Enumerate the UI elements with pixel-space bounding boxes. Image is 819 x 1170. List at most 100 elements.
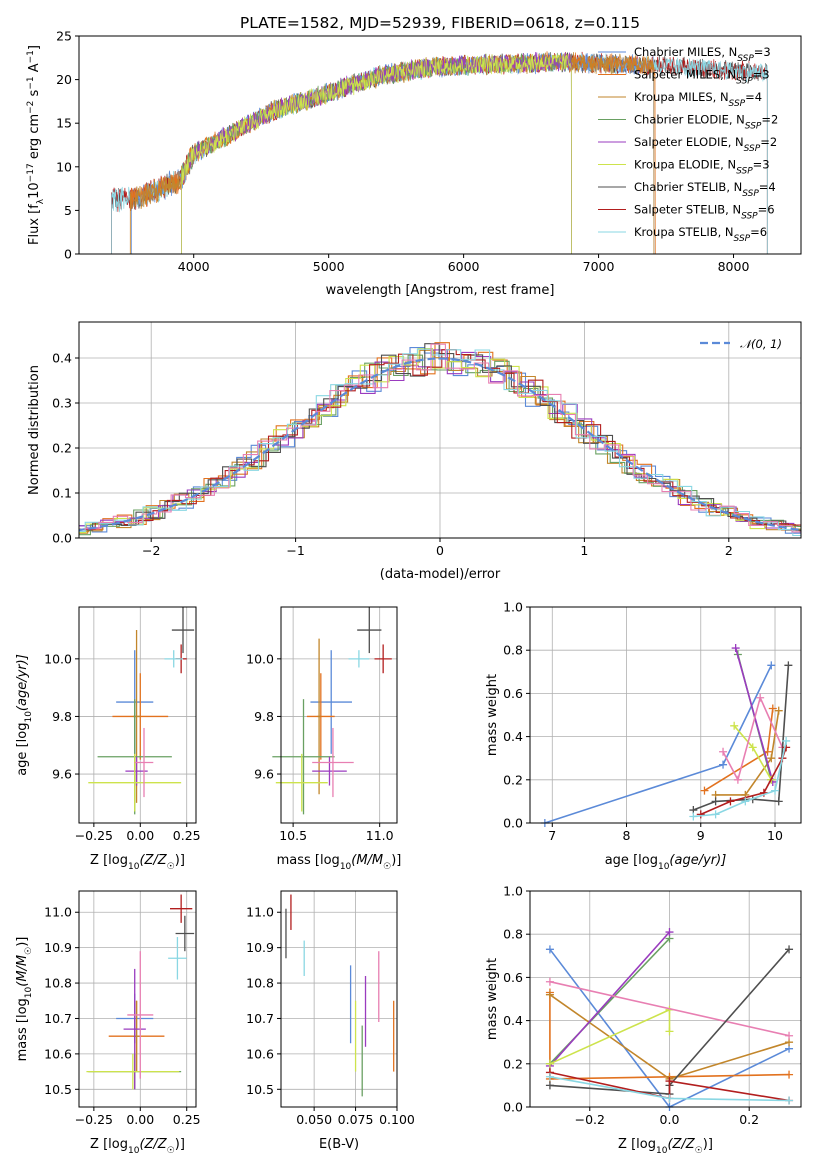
- weight-series-kroupa-elodie: [549, 1008, 671, 1065]
- weight-marker: [696, 810, 705, 819]
- label-part: SSP: [741, 212, 758, 222]
- histogram-pink: [79, 343, 801, 533]
- x-tick-label: 0.100: [379, 1112, 415, 1127]
- weight-marker: [719, 747, 728, 756]
- x-tick-label: 2: [725, 543, 733, 558]
- label-part: )]: [391, 853, 401, 868]
- x-axis-label: E(B-V): [319, 1137, 359, 1152]
- y-tick-label: 10.0: [44, 651, 72, 666]
- label-part: −17: [26, 163, 36, 182]
- x-tick-label: 7: [548, 828, 556, 843]
- label-part: (age/yr)]: [15, 654, 30, 711]
- axes-mass_vs_ebv: 0.050 0.075 0.100 10.5 10.6 10.7 10.8 10.9 11.0: [246, 891, 415, 1127]
- residual-histograms: [79, 342, 801, 537]
- weight-marker: [545, 945, 554, 954]
- weight-marker: [719, 760, 728, 769]
- weight-marker: [748, 743, 757, 752]
- label-part: =6: [758, 203, 775, 217]
- x-axis-label: age [log10(age/yr)]: [605, 853, 727, 872]
- label-part: =2: [761, 113, 778, 127]
- weight-series-pink: [722, 695, 784, 782]
- label-part: =3: [754, 45, 771, 59]
- weight-marker: [741, 797, 750, 806]
- axes-residuals: −2 −1 0 1 2 0.0 0.1 0.2 0.3 0.4: [52, 322, 801, 558]
- weight-series-salpeter-miles: [549, 992, 790, 1080]
- axes-frame-mass_vs_ebv: [280, 890, 398, 1108]
- label-part: mass weight: [485, 674, 500, 756]
- spectrum-series-chabrier-elodie: [181, 52, 572, 254]
- y-tick-label: 0.4: [52, 351, 72, 366]
- y-tick-label: 0.6: [503, 686, 523, 701]
- x-tick-label: 8: [623, 828, 631, 843]
- label-part: Chabrier MILES, N: [634, 45, 737, 59]
- label-part: SSP: [736, 167, 753, 177]
- label-part: ☉: [695, 1146, 703, 1156]
- weight-marker: [545, 977, 554, 986]
- y-tick-label: 0.1: [52, 486, 72, 501]
- weight-marker: [726, 797, 735, 806]
- label-part: =6: [750, 225, 767, 239]
- x-tick-label: −0.2: [575, 1112, 605, 1127]
- x-tick-label: 0.00: [126, 1112, 154, 1127]
- x-axis-label: Z [log10(Z/Z☉)]: [90, 853, 185, 872]
- label-part: (data-model)/error: [380, 567, 501, 582]
- legend-label: Salpeter STELIB, NSSP=6: [634, 203, 775, 222]
- weight-lines-weight_vs_age: [540, 644, 793, 827]
- weight-marker: [756, 693, 765, 702]
- label-part: mass [log: [277, 853, 340, 868]
- label-part: (Z/Z: [139, 1137, 167, 1152]
- weight-marker: [784, 661, 793, 670]
- label-part: age [log: [15, 723, 30, 776]
- y-tick-label: 1.0: [503, 884, 523, 899]
- label-part: A: [27, 63, 42, 76]
- x-tick-label: 8000: [718, 259, 750, 274]
- label-part: λ: [36, 198, 46, 204]
- residual-legend: 𝒩(0, 1): [700, 337, 782, 351]
- x-axis-label: Z [log10(Z/Z☉)]: [90, 1137, 185, 1156]
- label-part: Z [log: [618, 1137, 656, 1152]
- label-part: )]: [703, 1137, 713, 1152]
- label-part: =4: [759, 180, 776, 194]
- legend-label: 𝒩(0, 1): [740, 337, 782, 351]
- weight-marker: [785, 1031, 794, 1040]
- x-axis-label: (data-model)/error: [380, 567, 501, 582]
- label-part: SSP: [745, 122, 762, 132]
- legend-label: Kroupa STELIB, NSSP=6: [634, 225, 767, 244]
- weight-marker: [711, 797, 720, 806]
- label-part: (Z/Z: [667, 1137, 695, 1152]
- label-part: ☉: [24, 947, 34, 955]
- label-part: SSP: [744, 144, 761, 154]
- axes-frame-age_vs_Z: [78, 606, 197, 824]
- axes-frame-mass_vs_Z: [78, 890, 197, 1108]
- x-tick-label: 0.25: [173, 1112, 201, 1127]
- y-tick-label: 10: [56, 159, 72, 174]
- axes-frame-weight_vs_age: [529, 606, 802, 824]
- y-axis-label: mass [log10(M/M☉)]: [15, 937, 34, 1062]
- label-part: mass weight: [485, 958, 500, 1040]
- label-part: Kroupa STELIB, N: [634, 225, 734, 239]
- label-part: ☉: [383, 862, 391, 872]
- label-part: ☉: [167, 1146, 175, 1156]
- axes-spectrum: 4000 5000 6000 7000 8000 0 5 10 15 20 25: [56, 29, 749, 275]
- y-tick-label: 0.2: [52, 441, 72, 456]
- axes-frame-age_vs_mass: [280, 606, 398, 824]
- label-part: Z [log: [90, 853, 128, 868]
- y-axis-label: age [log10(age/yr)]: [15, 654, 34, 776]
- label-part: age [log: [605, 853, 658, 868]
- x-tick-label: 10: [767, 828, 783, 843]
- y-tick-label: 1.0: [503, 600, 523, 615]
- label-part: −1: [26, 50, 36, 63]
- weight-marker: [771, 786, 780, 795]
- label-part: Kroupa ELODIE, N: [634, 158, 736, 172]
- y-axis-label: mass weight: [485, 958, 500, 1040]
- y-axis-label: Normed distribution: [27, 365, 42, 495]
- y-tick-label: 9.8: [254, 709, 274, 724]
- x-tick-label: 0: [436, 543, 444, 558]
- weight-series-salpeter-stelib: [549, 1071, 790, 1102]
- label-part: ☉: [167, 862, 175, 872]
- x-tick-label: 5000: [313, 259, 345, 274]
- x-axis-label: mass [log10(M/M☉)]: [277, 853, 402, 872]
- axes-frame-spectrum: [78, 35, 802, 255]
